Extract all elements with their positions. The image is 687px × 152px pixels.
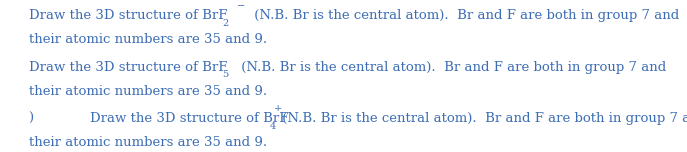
Text: Draw the 3D structure of BrF: Draw the 3D structure of BrF [89, 112, 288, 125]
Text: +: + [273, 104, 282, 113]
Text: (N.B. Br is the central atom).  Br and F are both in group 7 and: (N.B. Br is the central atom). Br and F … [278, 112, 687, 125]
Text: −: − [238, 2, 246, 11]
Text: their atomic numbers are 35 and 9.: their atomic numbers are 35 and 9. [29, 136, 267, 149]
Text: their atomic numbers are 35 and 9.: their atomic numbers are 35 and 9. [29, 33, 267, 46]
Text: (N.B. Br is the central atom).  Br and F are both in group 7 and: (N.B. Br is the central atom). Br and F … [250, 9, 679, 22]
Text: (N.B. Br is the central atom).  Br and F are both in group 7 and: (N.B. Br is the central atom). Br and F … [238, 60, 666, 74]
Text: 4: 4 [269, 122, 275, 131]
Text: 5: 5 [223, 70, 229, 79]
Text: Draw the 3D structure of BrF: Draw the 3D structure of BrF [29, 60, 227, 74]
Text: their atomic numbers are 35 and 9.: their atomic numbers are 35 and 9. [29, 85, 267, 98]
Text: Draw the 3D structure of BrF: Draw the 3D structure of BrF [29, 9, 227, 22]
Text: 2: 2 [223, 19, 229, 28]
Text: ): ) [29, 112, 38, 125]
